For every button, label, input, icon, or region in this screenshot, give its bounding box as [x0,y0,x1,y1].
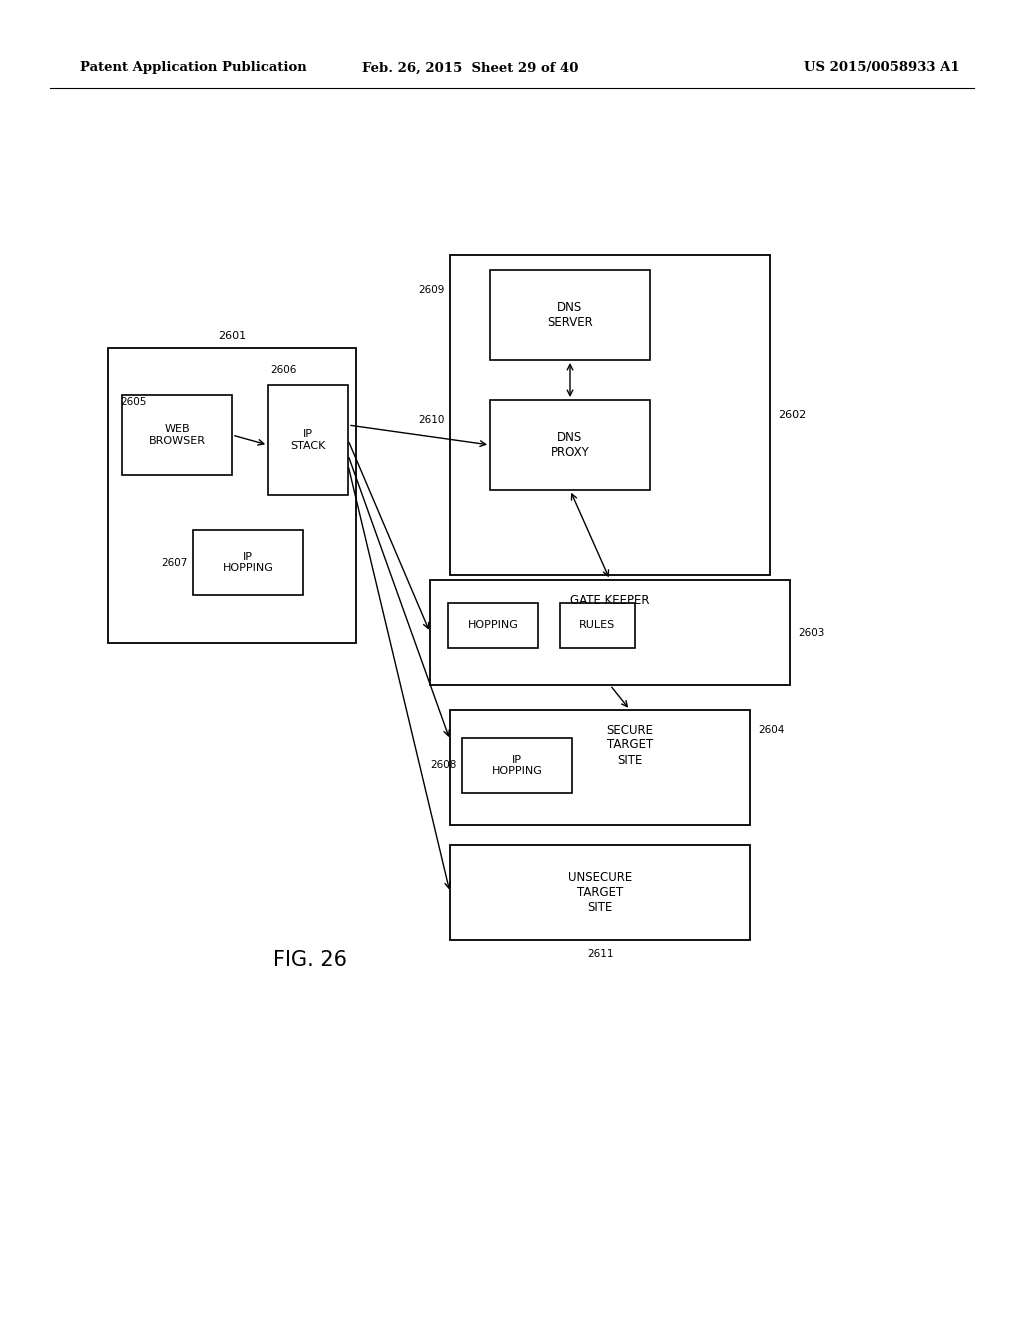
Text: DNS
SERVER: DNS SERVER [547,301,593,329]
Text: SECURE
TARGET
SITE: SECURE TARGET SITE [606,723,653,767]
Text: IP
HOPPING: IP HOPPING [222,552,273,573]
Text: IP
HOPPING: IP HOPPING [492,755,543,776]
Text: 2607: 2607 [162,557,188,568]
Bar [430,579,790,685]
Bar [268,385,348,495]
Bar [560,603,635,648]
Text: US 2015/0058933 A1: US 2015/0058933 A1 [805,62,961,74]
Bar [450,845,750,940]
Bar [122,395,232,475]
Text: GATE KEEPER: GATE KEEPER [570,594,650,606]
Text: 2604: 2604 [758,725,784,735]
Text: 2602: 2602 [778,411,806,420]
Text: Feb. 26, 2015  Sheet 29 of 40: Feb. 26, 2015 Sheet 29 of 40 [361,62,579,74]
Text: DNS
PROXY: DNS PROXY [551,432,590,459]
Bar [462,738,572,793]
Text: Patent Application Publication: Patent Application Publication [80,62,307,74]
Bar [450,255,770,576]
Text: 2601: 2601 [218,331,246,341]
Text: IP
STACK: IP STACK [291,429,326,451]
Text: 2605: 2605 [120,397,146,407]
Bar [193,531,303,595]
Bar [490,271,650,360]
Text: 2611: 2611 [587,949,613,960]
Text: HOPPING: HOPPING [468,620,518,631]
Bar [449,603,538,648]
Text: FIG. 26: FIG. 26 [273,950,347,970]
Text: 2603: 2603 [798,627,824,638]
Text: 2608: 2608 [431,760,457,771]
Text: RULES: RULES [580,620,615,631]
Text: 2609: 2609 [419,285,445,294]
Bar [450,710,750,825]
Text: UNSECURE
TARGET
SITE: UNSECURE TARGET SITE [568,871,632,913]
Text: 2610: 2610 [419,414,445,425]
Bar [490,400,650,490]
Text: 2606: 2606 [270,366,296,375]
Bar [108,348,356,643]
Text: WEB
BROWSER: WEB BROWSER [148,424,206,446]
